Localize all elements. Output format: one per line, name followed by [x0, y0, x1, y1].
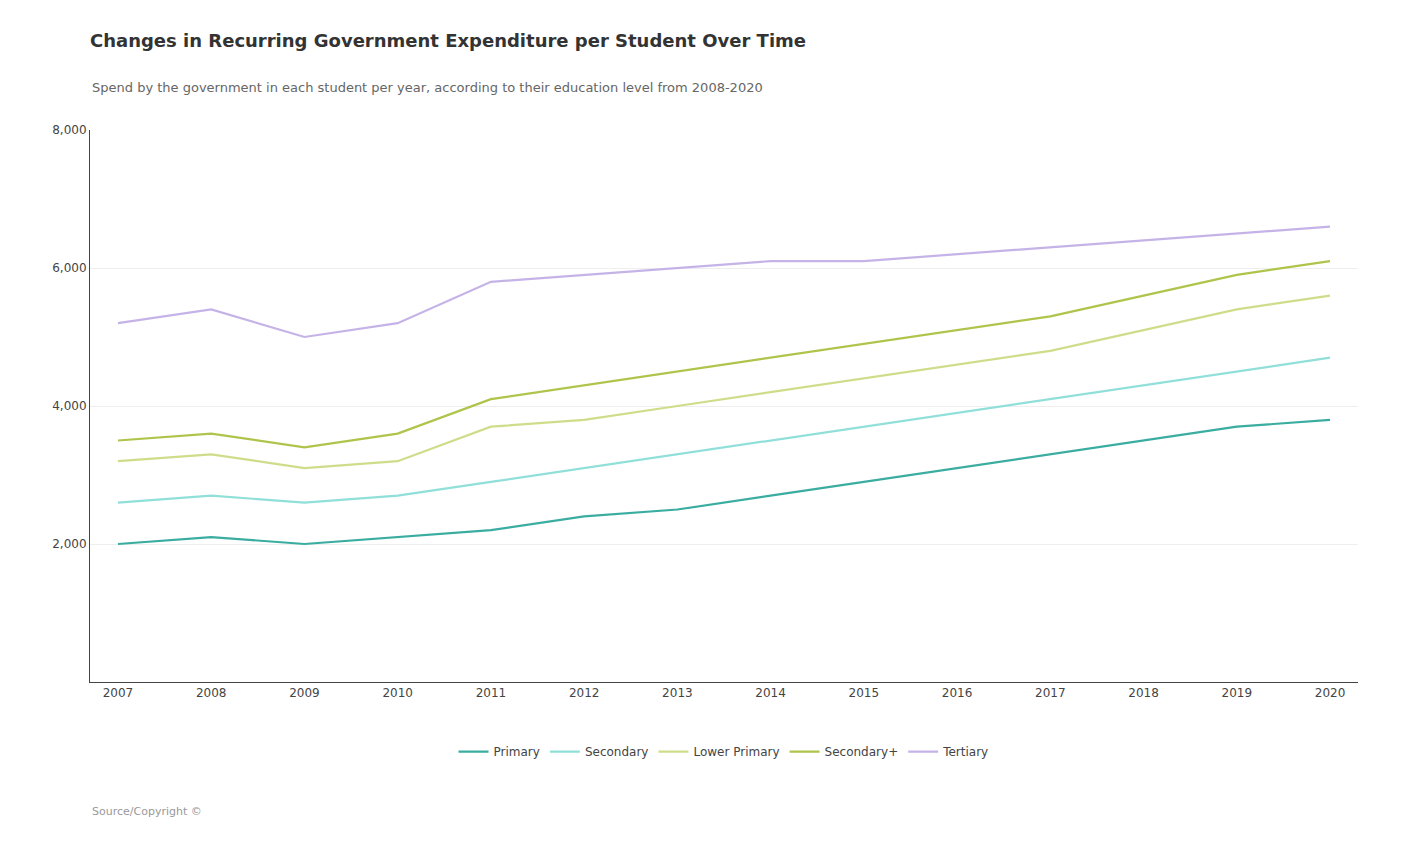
svg-text:6,000: 6,000 — [52, 261, 86, 275]
svg-text:2019: 2019 — [1222, 686, 1253, 700]
svg-text:2016: 2016 — [942, 686, 973, 700]
svg-text:Source/Copyright ©: Source/Copyright © — [92, 805, 202, 818]
svg-text:2010: 2010 — [382, 686, 413, 700]
svg-text:8,000: 8,000 — [52, 123, 86, 137]
svg-text:2018: 2018 — [1128, 686, 1159, 700]
svg-text:Changes in Recurring Governmen: Changes in Recurring Government Expendit… — [90, 30, 806, 51]
svg-text:Secondary: Secondary — [585, 745, 649, 759]
svg-text:2014: 2014 — [755, 686, 786, 700]
svg-text:Tertiary: Tertiary — [942, 745, 988, 759]
svg-text:2013: 2013 — [662, 686, 693, 700]
svg-text:2,000: 2,000 — [52, 537, 86, 551]
svg-text:2017: 2017 — [1035, 686, 1066, 700]
svg-text:2020: 2020 — [1315, 686, 1346, 700]
svg-text:Secondary+: Secondary+ — [825, 745, 899, 759]
svg-text:2015: 2015 — [849, 686, 880, 700]
svg-text:2011: 2011 — [476, 686, 507, 700]
svg-text:2007: 2007 — [103, 686, 134, 700]
svg-text:2012: 2012 — [569, 686, 600, 700]
svg-text:Lower Primary: Lower Primary — [693, 745, 779, 759]
svg-text:2009: 2009 — [289, 686, 320, 700]
svg-text:2008: 2008 — [196, 686, 227, 700]
svg-text:4,000: 4,000 — [52, 399, 86, 413]
svg-text:Spend by the government in eac: Spend by the government in each student … — [92, 80, 763, 95]
svg-text:Primary: Primary — [494, 745, 540, 759]
